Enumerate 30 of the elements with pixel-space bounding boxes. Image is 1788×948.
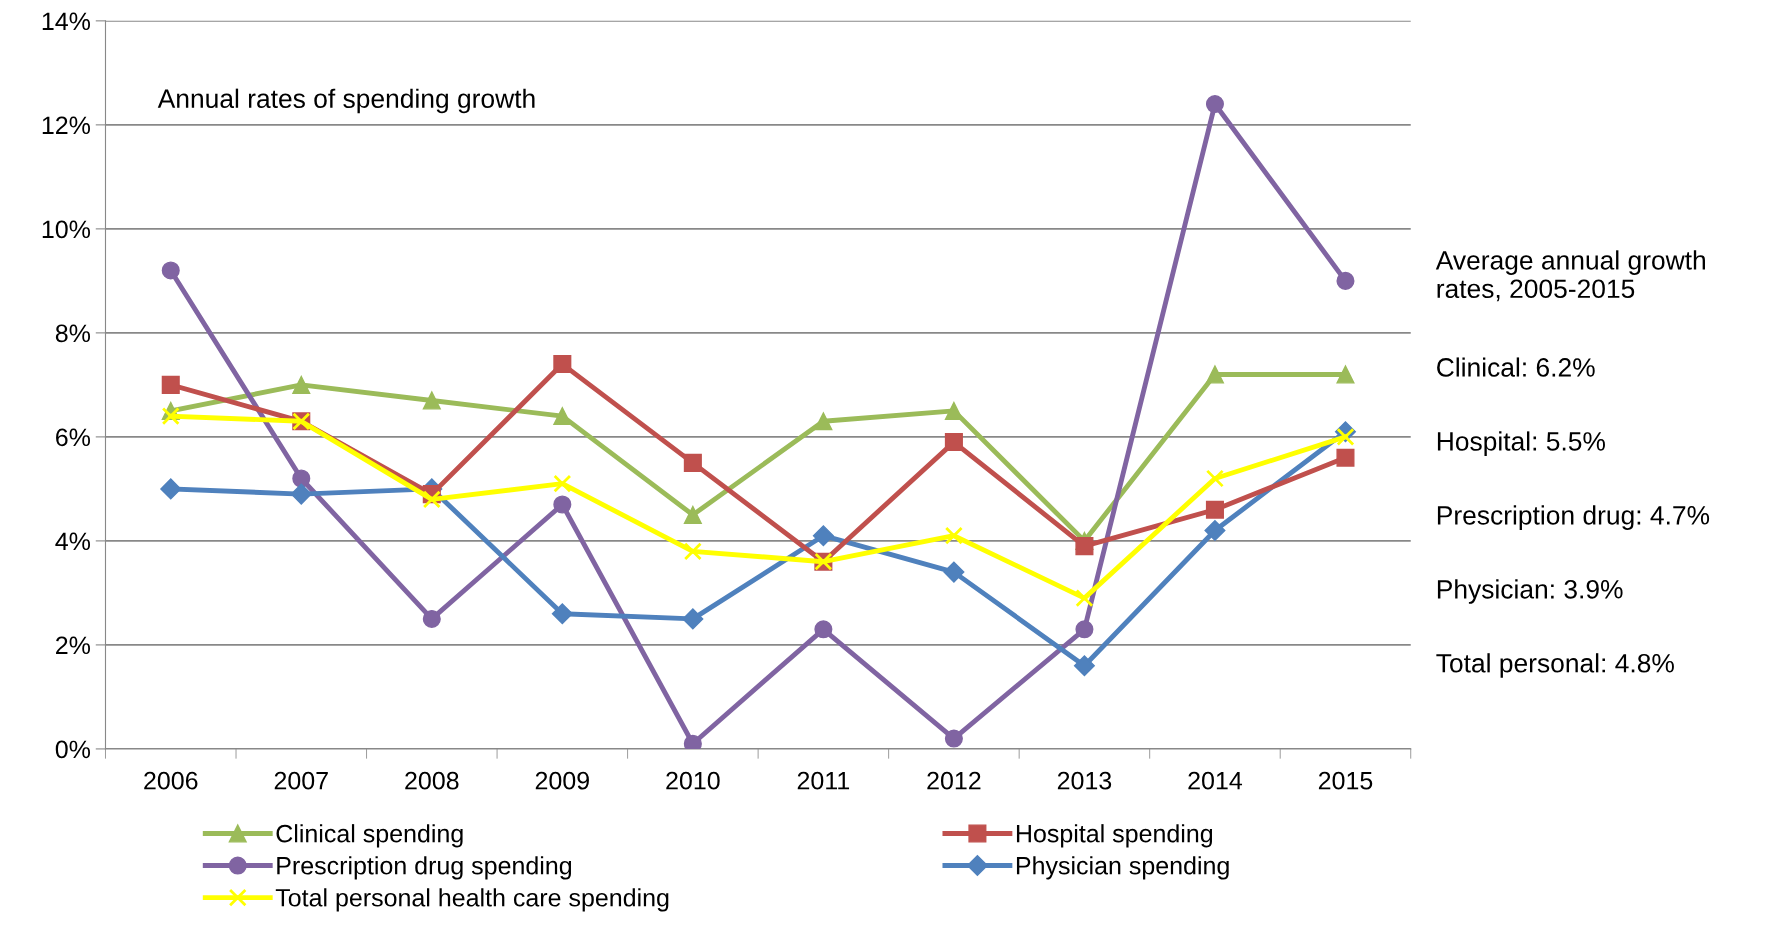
- legend-label: Hospital spending: [1016, 824, 1213, 848]
- annotation: Annual rates of spending growth: [157, 88, 535, 114]
- x-tick-label: 2009: [535, 771, 589, 790]
- legend-label: Physician spending: [1016, 856, 1229, 880]
- x-tick-label: 2010: [666, 771, 720, 790]
- x-tick-label: 2008: [405, 771, 459, 790]
- x-tick-label: 2015: [1318, 771, 1373, 790]
- y-tick-label: 12%: [42, 116, 91, 135]
- text: Average annual growth rates, 2005-2015: [1435, 250, 1705, 302]
- text: Prescription drug: 4.7%: [1437, 505, 1710, 530]
- y-tick-label: 10%: [42, 220, 91, 239]
- y-tick-label: 8%: [55, 324, 91, 343]
- y-tick-label: 14%: [42, 12, 91, 31]
- y-tick-label: 6%: [56, 428, 91, 447]
- x-tick-label: 2013: [1057, 771, 1112, 790]
- legend-label: Clinical spending: [276, 824, 463, 848]
- text: Physician: 3.9%: [1437, 579, 1623, 604]
- legend-label: Prescription drug spending: [277, 856, 572, 880]
- y-tick-label: 0%: [55, 740, 91, 759]
- x-tick-label: 2012: [927, 771, 981, 790]
- x-tick-label: 2007: [274, 771, 328, 790]
- x-tick-label: 2006: [144, 771, 198, 790]
- text: Total personal: 4.8%: [1436, 653, 1674, 678]
- x-tick-label: 2014: [1188, 771, 1243, 790]
- x-tick-label: 2011: [797, 771, 850, 790]
- legend-label: Total personal health care spending: [275, 888, 669, 912]
- y-tick-label: 4%: [55, 532, 91, 551]
- y-tick-label: 2%: [56, 636, 91, 655]
- text: Hospital: 5.5%: [1437, 431, 1605, 456]
- text: Clinical: 6.2%: [1437, 357, 1595, 377]
